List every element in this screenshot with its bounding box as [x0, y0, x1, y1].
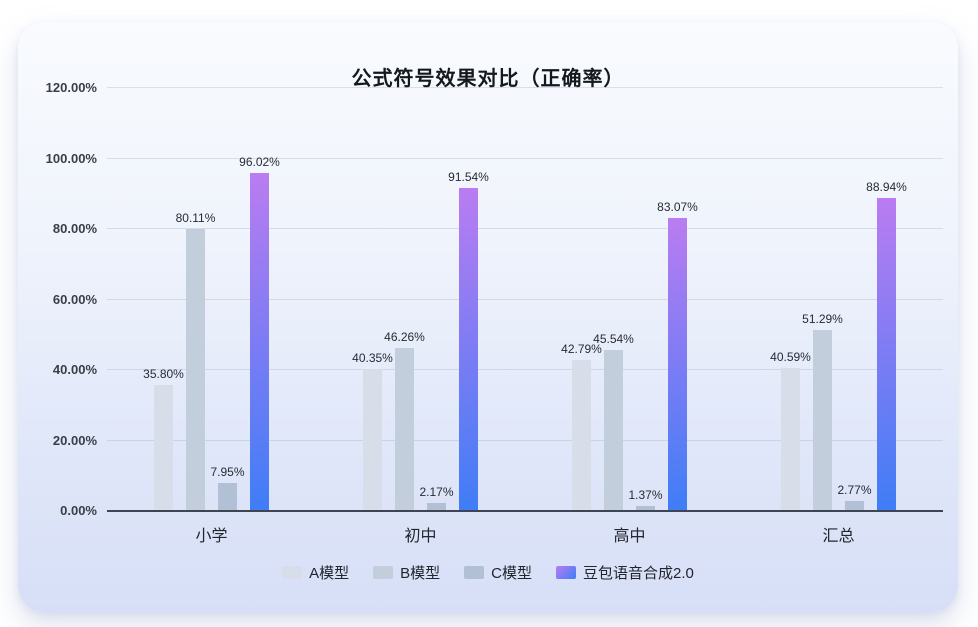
bar: 2.77% — [837, 483, 872, 511]
legend: A模型 B模型 C模型 豆包语音合成2.0 — [18, 562, 958, 583]
bar: 1.37% — [628, 488, 663, 511]
y-tick-label: 120.00% — [45, 80, 97, 95]
bar-group: 35.80% 80.11% 7.95% 96.02% — [107, 88, 316, 511]
bar: 2.17% — [419, 485, 454, 511]
bar-value-label: 51.29% — [802, 312, 843, 327]
bar-value-label: 45.54% — [593, 332, 634, 347]
chart-card: 公式符号效果对比（正确率） 0.00% 20.00% 40.00% 60.00% 80.… — [18, 22, 958, 612]
bar: 96.02% — [239, 155, 280, 511]
gridline — [107, 369, 943, 370]
x-axis-line — [107, 510, 943, 512]
gridline — [107, 298, 943, 300]
legend-item: B模型 — [373, 562, 440, 583]
bar: 80.11% — [176, 211, 215, 511]
bar-value-label: 35.80% — [143, 366, 184, 381]
legend-swatch-icon — [464, 566, 485, 579]
gridline — [107, 157, 943, 159]
gridline — [107, 439, 943, 441]
bar: 35.80% — [143, 367, 184, 511]
bar: 83.07% — [657, 200, 698, 511]
y-tick-label: 100.00% — [45, 150, 97, 166]
bar-group: 40.35% 46.26% 2.17% 91.54% — [316, 88, 525, 511]
bar-value-label: 80.11% — [175, 210, 216, 225]
y-tick-label: 20.00% — [52, 432, 97, 448]
bar: 40.35% — [352, 351, 393, 511]
x-axis-label: 汇总 — [822, 528, 855, 545]
bar: 88.94% — [866, 180, 907, 511]
x-axis-label: 小学 — [195, 528, 228, 545]
bar-value-label: 46.26% — [384, 329, 425, 344]
chart-title: 公式符号效果对比（正确率） — [351, 68, 625, 90]
y-tick-label: 40.00% — [52, 362, 97, 377]
legend-item: 豆包语音合成2.0 — [556, 562, 694, 583]
plot-area: 35.80% 80.11% 7.95% 96.02% 40.35% 46.26% 2.17%… — [107, 87, 943, 512]
y-tick-label: 0.00% — [60, 503, 97, 518]
x-axis-label: 高中 — [613, 528, 646, 545]
bar-value-label: 96.02% — [239, 154, 280, 169]
bar-value-label: 2.77% — [837, 483, 872, 498]
bar-value-label: 42.79% — [561, 342, 602, 357]
bar-value-label: 83.07% — [657, 200, 698, 215]
y-tick-label: 80.00% — [52, 221, 97, 236]
legend-item: A模型 — [282, 562, 349, 583]
bar-value-label: 91.54% — [448, 170, 489, 185]
bar: 40.59% — [770, 350, 811, 511]
legend-label: A模型 — [309, 565, 350, 582]
legend-swatch-icon — [282, 566, 303, 579]
bar: 46.26% — [384, 330, 425, 511]
legend-label: B模型 — [400, 565, 441, 582]
bar: 42.79% — [561, 342, 602, 511]
chart-region: 0.00% 20.00% 40.00% 60.00% 80.00% 100.00% 120.… — [46, 80, 943, 518]
bar-value-label: 1.37% — [628, 488, 663, 503]
x-axis-label: 初中 — [404, 528, 437, 545]
bar-groups: 35.80% 80.11% 7.95% 96.02% 40.35% 46.26% 2.17%… — [107, 88, 943, 511]
bar: 51.29% — [802, 312, 843, 511]
bar-group: 40.59% 51.29% 2.77% 88.94% — [734, 88, 943, 511]
bar-value-label: 40.35% — [352, 350, 393, 365]
y-tick-label: 60.00% — [52, 291, 97, 307]
gridline — [107, 87, 943, 88]
gridline — [107, 228, 943, 229]
bar-group: 42.79% 45.54% 1.37% 83.07% — [525, 88, 734, 511]
legend-label: C模型 — [491, 565, 532, 582]
y-axis: 0.00% 20.00% 40.00% 60.00% 80.00% 100.00% 120.… — [31, 80, 97, 518]
bar: 91.54% — [448, 170, 489, 511]
bar: 45.54% — [593, 332, 634, 511]
legend-swatch-icon — [373, 566, 394, 579]
bar-value-label: 2.17% — [419, 485, 454, 500]
bar-value-label: 7.95% — [210, 464, 245, 479]
legend-item: C模型 — [464, 562, 532, 583]
legend-label: 豆包语音合成2.0 — [583, 565, 694, 582]
x-axis-labels: 小学 初中 高中 汇总 — [107, 522, 943, 546]
bar: 7.95% — [210, 465, 245, 511]
bar-value-label: 40.59% — [770, 349, 811, 364]
legend-swatch-icon — [556, 566, 576, 579]
bar-value-label: 88.94% — [866, 179, 907, 194]
